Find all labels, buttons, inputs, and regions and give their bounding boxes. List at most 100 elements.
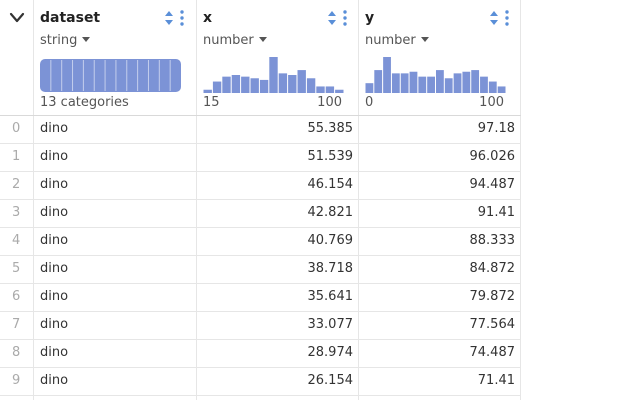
row-index[interactable]: 2 <box>12 177 21 192</box>
row-index[interactable]: 8 <box>12 345 21 360</box>
cell-x[interactable]: 42.821 <box>307 205 354 220</box>
cell-dataset[interactable]: dino <box>40 205 69 220</box>
cell-y[interactable]: 79.872 <box>469 289 516 304</box>
sort-icon[interactable] <box>327 9 337 27</box>
category-bar[interactable] <box>40 59 181 92</box>
histogram-bar <box>231 75 241 93</box>
row-divider <box>0 227 521 228</box>
cell-dataset[interactable]: dino <box>40 289 69 304</box>
cell-x[interactable]: 55.385 <box>307 121 354 136</box>
histogram-bar <box>444 78 453 93</box>
cell-dataset[interactable]: dino <box>40 373 69 388</box>
type-dropdown[interactable]: number <box>203 33 267 48</box>
histogram-min: 0 <box>365 95 374 110</box>
row-divider <box>0 311 521 312</box>
cell-dataset[interactable]: dino <box>40 233 69 248</box>
cell-x[interactable]: 28.974 <box>307 345 354 360</box>
histogram-bar <box>325 86 335 93</box>
row-index[interactable]: 0 <box>12 121 21 136</box>
column-name: dataset <box>40 10 101 26</box>
cell-x[interactable]: 38.718 <box>307 261 354 276</box>
column-header-y: y number 0 100 <box>359 0 520 115</box>
row-divider <box>0 367 521 368</box>
histogram-bar <box>203 89 212 93</box>
cell-x[interactable]: 46.154 <box>307 177 354 192</box>
cell-y[interactable]: 96.026 <box>469 149 516 164</box>
row-divider <box>0 171 521 172</box>
cell-dataset[interactable]: dino <box>40 317 69 332</box>
histogram-bar <box>269 57 278 93</box>
column-header-dataset: dataset string 13 categories <box>34 0 196 115</box>
kebab-menu-icon[interactable] <box>178 9 186 27</box>
cell-x[interactable]: 35.641 <box>307 289 354 304</box>
type-dropdown[interactable]: number <box>365 33 429 48</box>
cell-x[interactable]: 51.539 <box>307 149 354 164</box>
caret-down-icon <box>258 37 267 42</box>
cell-y[interactable]: 91.41 <box>477 205 515 220</box>
histogram-bar <box>453 73 462 93</box>
kebab-menu-icon[interactable] <box>341 9 349 27</box>
cell-dataset[interactable]: dino <box>40 121 69 136</box>
cell-y[interactable]: 77.564 <box>469 317 516 332</box>
caret-down-icon <box>82 37 91 42</box>
row-index[interactable]: 3 <box>12 205 21 220</box>
histogram-bar <box>480 76 488 93</box>
histogram-bar <box>212 81 222 93</box>
column-header-x: x number 15 100 <box>197 0 358 115</box>
caret-down-icon <box>420 37 429 42</box>
histogram-bar <box>462 71 471 93</box>
cell-y[interactable]: 94.487 <box>469 177 516 192</box>
sort-icon[interactable] <box>164 9 174 27</box>
row-index[interactable]: 1 <box>12 149 21 164</box>
histogram-bar <box>259 79 269 93</box>
histogram-x[interactable] <box>203 55 344 93</box>
histogram-bar <box>222 76 231 93</box>
row-index[interactable]: 9 <box>12 373 21 388</box>
kebab-menu-icon[interactable] <box>503 9 511 27</box>
cell-y[interactable]: 84.872 <box>469 261 516 276</box>
cell-y[interactable]: 88.333 <box>469 233 516 248</box>
header-divider <box>0 115 521 116</box>
cell-y[interactable]: 74.487 <box>469 345 516 360</box>
grid-line <box>520 0 521 400</box>
histogram-bar <box>471 70 480 93</box>
row-divider <box>0 395 521 396</box>
cell-dataset[interactable]: dino <box>40 345 69 360</box>
cell-y[interactable]: 71.41 <box>477 373 515 388</box>
histogram-bar <box>288 75 297 93</box>
histogram-bar <box>374 70 383 93</box>
grid-line <box>358 0 359 400</box>
histogram-bar <box>297 70 306 93</box>
category-bar-background <box>40 59 181 92</box>
row-divider <box>0 283 521 284</box>
row-index[interactable]: 6 <box>12 289 21 304</box>
histogram-bar <box>383 57 391 93</box>
cell-x[interactable]: 40.769 <box>307 233 354 248</box>
row-index[interactable]: 5 <box>12 261 21 276</box>
histogram-bar <box>409 71 418 93</box>
cell-dataset[interactable]: dino <box>40 149 69 164</box>
row-index[interactable]: 7 <box>12 317 21 332</box>
sort-icon[interactable] <box>489 9 499 27</box>
histogram-bar <box>365 83 374 93</box>
cell-dataset[interactable]: dino <box>40 177 69 192</box>
collapse-chevron-down-icon[interactable] <box>8 9 26 27</box>
histogram-bar <box>427 76 435 93</box>
grid-line <box>33 0 34 400</box>
histogram-bar <box>306 78 316 93</box>
histogram-y[interactable] <box>365 55 506 93</box>
row-index[interactable]: 4 <box>12 233 21 248</box>
cell-x[interactable]: 33.077 <box>307 317 354 332</box>
row-divider <box>0 339 521 340</box>
row-divider <box>0 143 521 144</box>
histogram-bar <box>436 70 444 93</box>
histogram-bar <box>488 81 497 93</box>
cell-dataset[interactable]: dino <box>40 261 69 276</box>
cell-y[interactable]: 97.18 <box>477 121 515 136</box>
histogram-bar <box>497 86 506 93</box>
column-name: y <box>365 10 375 26</box>
type-dropdown[interactable]: string <box>40 33 91 48</box>
histogram-bar <box>418 76 427 93</box>
type-label: number <box>365 33 416 48</box>
cell-x[interactable]: 26.154 <box>307 373 354 388</box>
